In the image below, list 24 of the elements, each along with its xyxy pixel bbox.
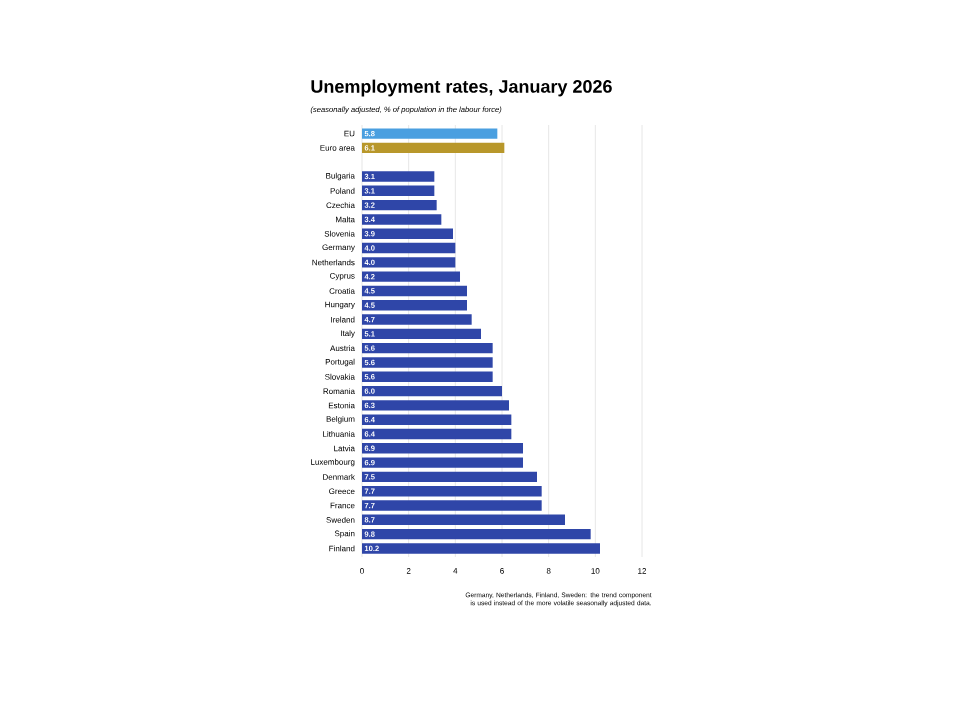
bar [362, 514, 565, 526]
bar [362, 342, 493, 354]
bar [362, 199, 437, 211]
bar [362, 214, 442, 225]
bar [362, 128, 498, 139]
bar [362, 314, 472, 325]
bar [362, 228, 453, 239]
bar [362, 528, 591, 540]
bar [362, 328, 481, 340]
bar [362, 242, 456, 254]
bar [362, 185, 435, 197]
chart-title: Unemployment rates, January 2026 [311, 79, 612, 97]
bar [362, 500, 542, 511]
bar [362, 142, 505, 154]
bar [362, 357, 493, 368]
bar [362, 285, 467, 297]
bar [362, 171, 435, 182]
bar [362, 471, 537, 483]
bar [362, 300, 467, 311]
bar [362, 486, 542, 497]
bar [362, 371, 493, 382]
bar [362, 543, 600, 554]
bar [362, 428, 512, 440]
bar [362, 385, 502, 397]
